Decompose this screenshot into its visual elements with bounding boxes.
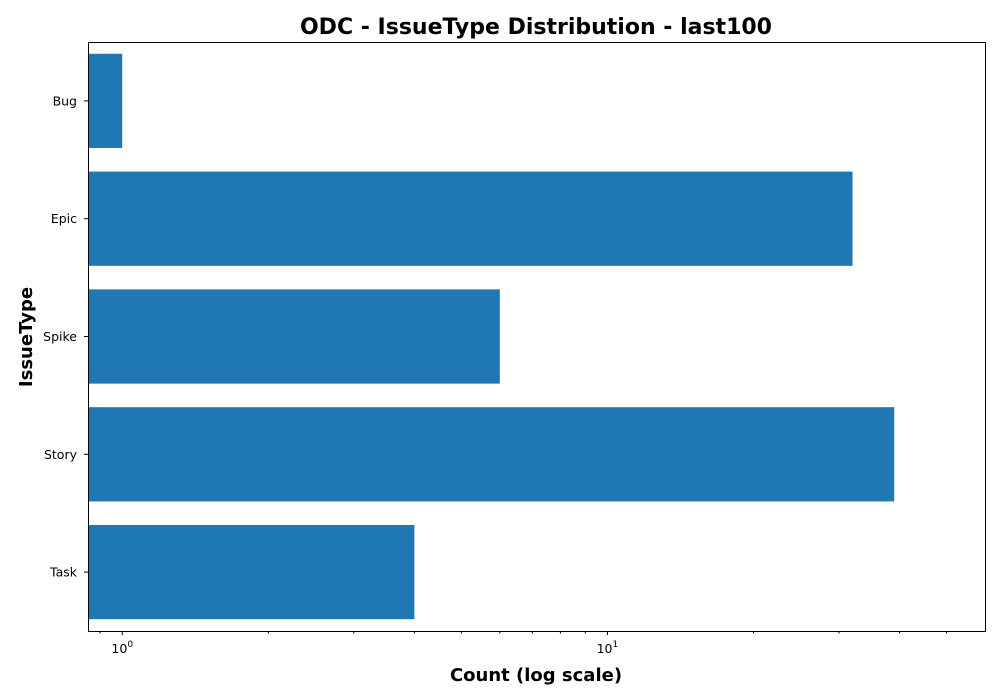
bar-spike <box>88 289 500 383</box>
y-axis-ticks: Bug Epic Spike Story Task <box>43 93 88 579</box>
bar-epic <box>88 172 853 266</box>
x-tick-label: 101 <box>597 640 619 656</box>
bar-task <box>88 525 414 619</box>
x-tick-label-exponent: 1 <box>613 640 619 650</box>
y-tick-label-task: Task <box>49 565 78 580</box>
y-tick-label-bug: Bug <box>53 93 77 108</box>
x-tick-label-base: 10 <box>111 641 127 656</box>
y-axis-label: IssueType <box>16 287 37 387</box>
bar-bug <box>88 54 122 148</box>
x-axis-label: Count (log scale) <box>450 665 622 686</box>
x-tick-label-exponent: 0 <box>127 640 133 650</box>
bars-group <box>88 54 894 619</box>
x-tick-label: 100 <box>111 640 133 656</box>
bar-story <box>88 407 894 501</box>
y-tick-label-spike: Spike <box>43 329 77 344</box>
y-tick-label-epic: Epic <box>51 211 77 226</box>
y-tick-label-story: Story <box>44 447 78 462</box>
x-tick-label-base: 10 <box>597 641 613 656</box>
x-axis-ticks: 100 101 <box>100 631 947 656</box>
chart-title: ODC - IssueType Distribution - last100 <box>300 15 772 40</box>
